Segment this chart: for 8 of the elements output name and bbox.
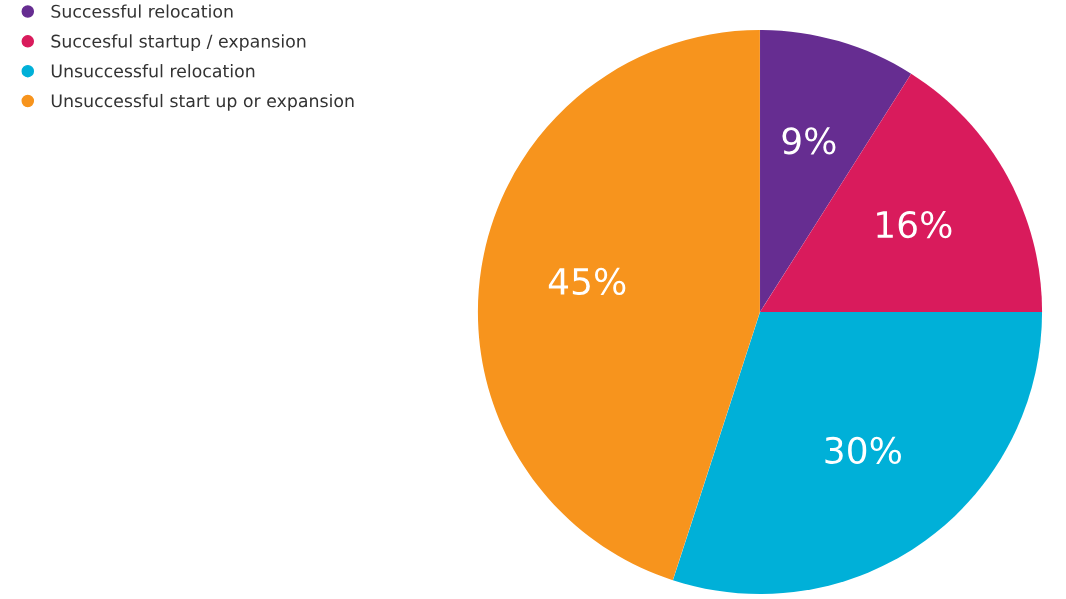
data-label: 30% <box>825 436 901 465</box>
legend-label: Unsuccessful relocation <box>51 64 255 78</box>
legend-label: Succesful startup / expansion <box>51 34 306 52</box>
data-label: 45% <box>548 267 626 296</box>
legend-label: Unsuccessful start up or expansion <box>51 93 354 111</box>
data-label: 9% <box>782 127 836 155</box>
data-label: 16% <box>877 210 952 239</box>
legend-label: Successful relocation <box>51 4 233 18</box>
